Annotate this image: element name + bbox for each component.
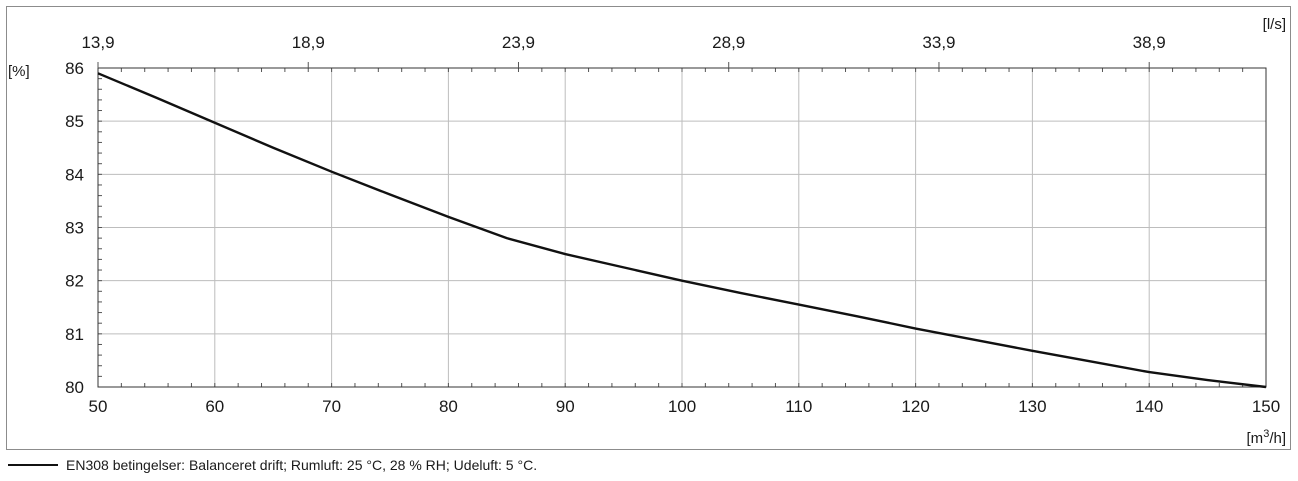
x-tick-label: 120: [901, 397, 929, 416]
y-tick-label: 86: [65, 59, 84, 78]
x-tick-label: 140: [1135, 397, 1163, 416]
outer-border: [6, 6, 1291, 450]
series-layer: [97, 72, 1267, 389]
top-axis-tick-label: 18,9: [292, 33, 325, 52]
y-axis-unit-label: [%]: [8, 63, 30, 80]
y-tick-label: 83: [65, 219, 84, 238]
x-tick-label: 50: [89, 397, 108, 416]
x-tick-label: 100: [668, 397, 696, 416]
y-tick-label: 80: [65, 378, 84, 397]
x-tick-label: 150: [1252, 397, 1280, 416]
top-axis-tick-label: 23,9: [502, 33, 535, 52]
y-tick-label: 81: [65, 325, 84, 344]
x-axis-ticks: 50 60 70 80 90 100 110 120 130 140 150: [89, 397, 1281, 416]
y-tick-label: 82: [65, 272, 84, 291]
x-unit-base: [m: [1247, 430, 1264, 447]
x-tick-label: 110: [785, 397, 812, 416]
x-tick-label: 80: [439, 397, 458, 416]
grid-lines: [97, 67, 1267, 388]
legend: EN308 betingelser: Balanceret drift; Rum…: [8, 457, 537, 473]
x-axis-unit-label: [m3/h]: [1247, 428, 1286, 447]
x-tick-label: 130: [1018, 397, 1046, 416]
x-tick-label: 90: [556, 397, 575, 416]
y-tick-label: 85: [65, 112, 84, 131]
x-tick-label: 60: [205, 397, 224, 416]
top-axis-tick-label: 13,9: [81, 33, 114, 52]
top-axis-unit-label: [l/s]: [1263, 16, 1286, 33]
top-axis-tick-label: 38,9: [1133, 33, 1166, 52]
top-axis-tick-label: 33,9: [922, 33, 955, 52]
series-line-0: [97, 72, 1267, 389]
top-axis-tick-label: 28,9: [712, 33, 745, 52]
plot-frame: [97, 67, 1267, 388]
x-unit-tail: /h]: [1269, 430, 1286, 447]
legend-label: EN308 betingelser: Balanceret drift; Rum…: [66, 457, 537, 473]
y-tick-label: 84: [65, 165, 84, 184]
x-tick-label: 70: [322, 397, 341, 416]
top-axis-ticks: 13,9 18,9 23,9 28,9 33,9 38,9: [81, 33, 1166, 68]
y-axis-ticks: 80 81 82 83 84 85 86: [65, 59, 84, 397]
x-unit-superscript: 3: [1263, 428, 1269, 440]
